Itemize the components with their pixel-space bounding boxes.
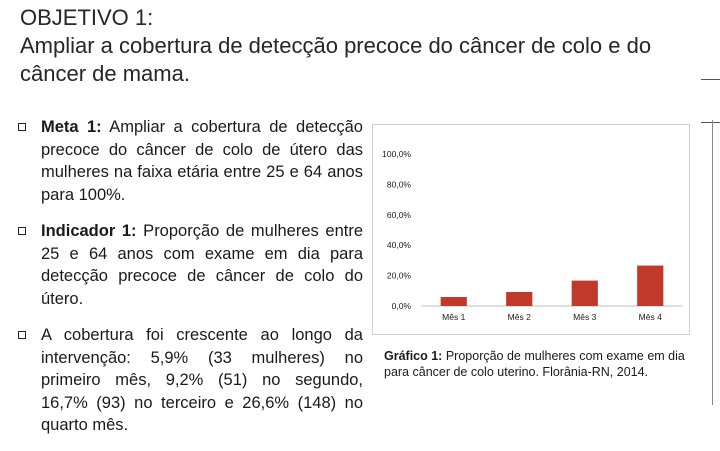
y-tick-label: 100,0% xyxy=(382,149,411,159)
bullet-label: Meta 1: xyxy=(41,118,102,136)
slide-title: OBJETIVO 1: Ampliar a cobertura de detec… xyxy=(20,4,700,88)
chart-canvas: 0,0% 20,0% 40,0% 60,0% 80,0% 100,0% Mês 1 Mês 2… xyxy=(382,149,683,322)
bullet-result: A cobertura foi crescente ao longo da in… xyxy=(18,324,363,437)
bar xyxy=(571,280,598,306)
bullet-list: Meta 1: Ampliar a cobertura de detecção … xyxy=(18,116,363,451)
bullet-square-icon xyxy=(18,227,26,235)
y-tick-label: 60,0% xyxy=(387,210,412,220)
bullet-text: A cobertura foi crescente ao longo da in… xyxy=(41,326,363,434)
bar xyxy=(506,292,533,306)
caption-text: Proporção de mulheres com exame em dia p… xyxy=(384,349,685,379)
objective-description: Ampliar a cobertura de detecção precoce … xyxy=(20,33,652,86)
bullet-meta: Meta 1: Ampliar a cobertura de detecção … xyxy=(18,116,363,206)
x-tick-label: Mês 3 xyxy=(573,312,596,322)
y-tick-label: 20,0% xyxy=(387,271,412,281)
x-tick-label: Mês 1 xyxy=(442,312,465,322)
bullet-text: Ampliar a cobertura de detecção precoce … xyxy=(41,118,363,204)
bar xyxy=(440,297,467,306)
bar xyxy=(637,265,664,306)
decorative-line xyxy=(712,120,713,405)
x-tick-label: Mês 4 xyxy=(639,312,662,322)
bullet-square-icon xyxy=(18,123,26,131)
chart-caption: Gráfico 1: Proporção de mulheres com exa… xyxy=(384,348,689,380)
objective-heading: OBJETIVO 1: xyxy=(20,5,154,30)
bullet-indicador: Indicador 1: Proporção de mulheres entre… xyxy=(18,220,363,310)
bar-chart: 0,0% 20,0% 40,0% 60,0% 80,0% 100,0% Mês 1 Mês 2… xyxy=(372,124,690,335)
y-tick-label: 80,0% xyxy=(387,179,412,189)
y-tick-label: 40,0% xyxy=(387,240,412,250)
decorative-bar xyxy=(701,79,720,123)
x-tick-label: Mês 2 xyxy=(508,312,531,322)
caption-label: Gráfico 1: xyxy=(384,349,443,363)
bullet-label: Indicador 1: xyxy=(41,222,137,240)
bullet-square-icon xyxy=(18,331,26,339)
y-tick-label: 0,0% xyxy=(392,301,412,311)
bullet-text: Proporção de mulheres entre 25 e 64 anos… xyxy=(41,222,363,308)
